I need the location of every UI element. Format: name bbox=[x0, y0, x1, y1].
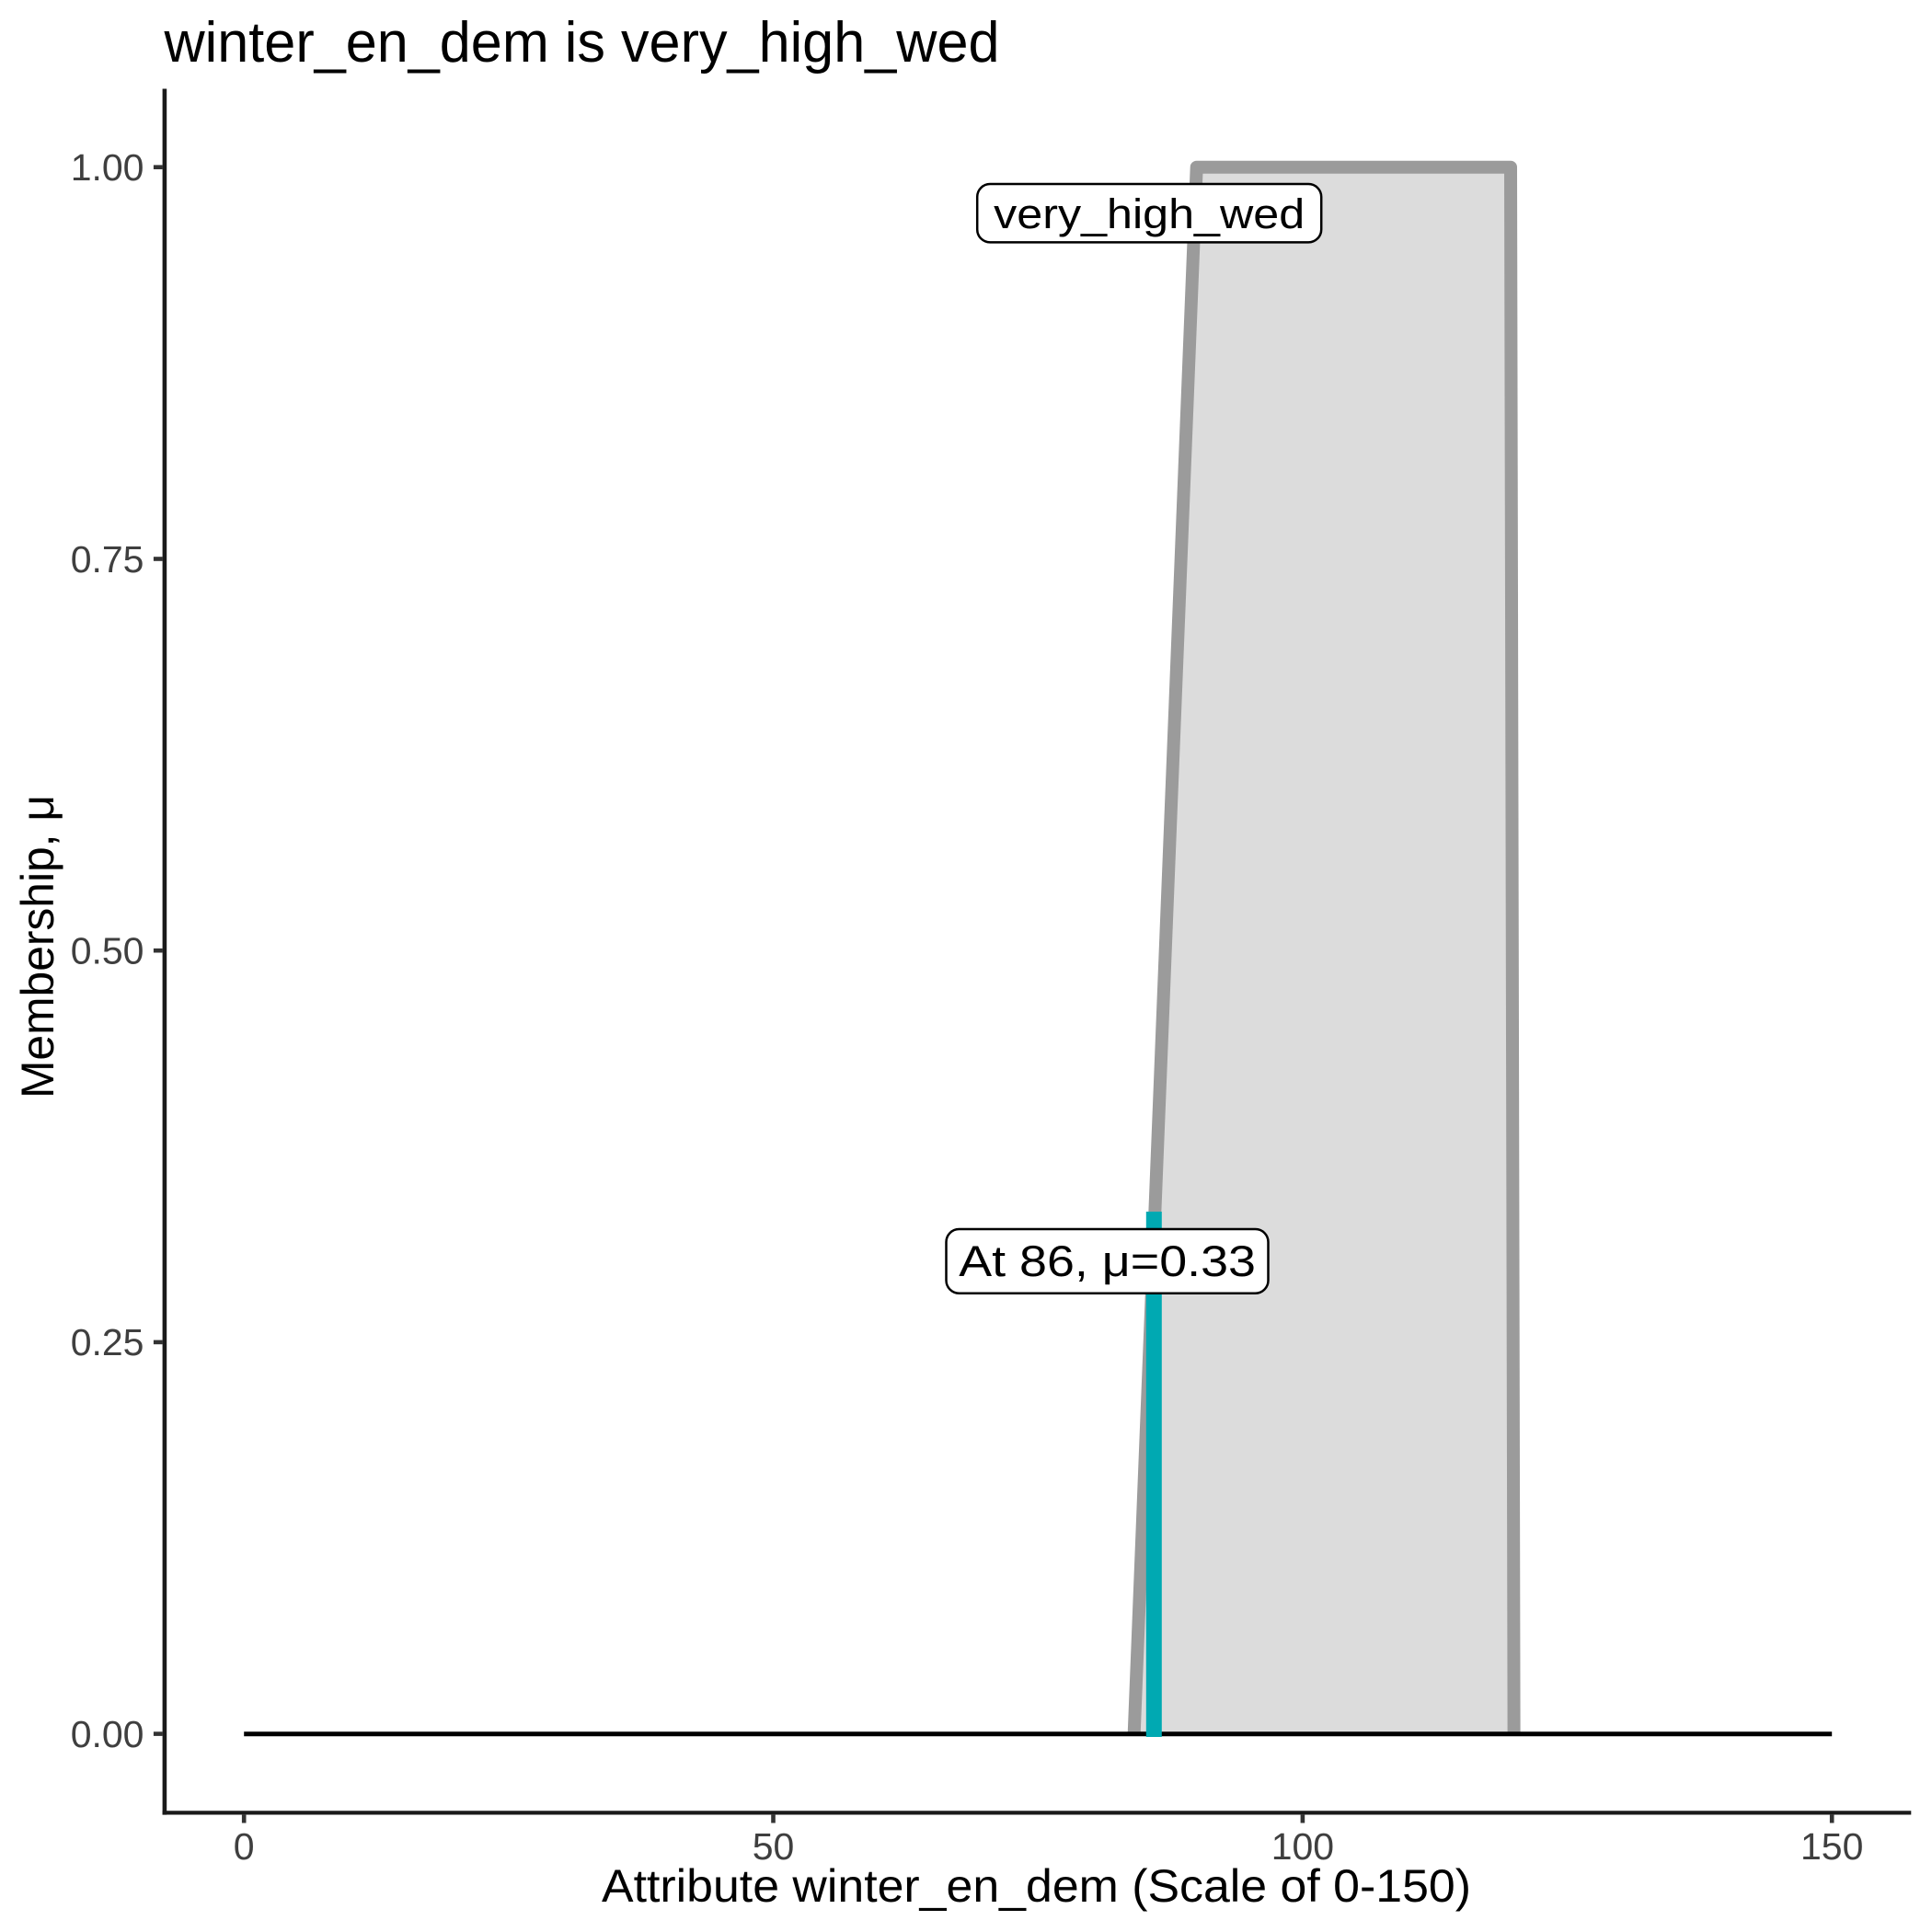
svg-text:winter_en_dem is very_high_wed: winter_en_dem is very_high_wed bbox=[164, 11, 1000, 75]
svg-text:50: 50 bbox=[753, 1825, 795, 1868]
svg-text:0.75: 0.75 bbox=[71, 538, 144, 581]
svg-text:0: 0 bbox=[234, 1825, 255, 1868]
svg-text:150: 150 bbox=[1800, 1825, 1863, 1868]
svg-text:0.25: 0.25 bbox=[71, 1321, 144, 1363]
svg-text:100: 100 bbox=[1271, 1825, 1334, 1868]
svg-text:1.00: 1.00 bbox=[71, 146, 144, 189]
svg-text:Attribute winter_en_dem (Scale: Attribute winter_en_dem (Scale of 0-150) bbox=[602, 1860, 1471, 1912]
svg-text:Membership, μ: Membership, μ bbox=[12, 795, 63, 1098]
svg-text:very_high_wed: very_high_wed bbox=[994, 190, 1305, 237]
svg-text:At 86, μ=0.33: At 86, μ=0.33 bbox=[959, 1236, 1256, 1285]
svg-text:0.50: 0.50 bbox=[71, 930, 144, 972]
svg-text:0.00: 0.00 bbox=[71, 1713, 144, 1755]
